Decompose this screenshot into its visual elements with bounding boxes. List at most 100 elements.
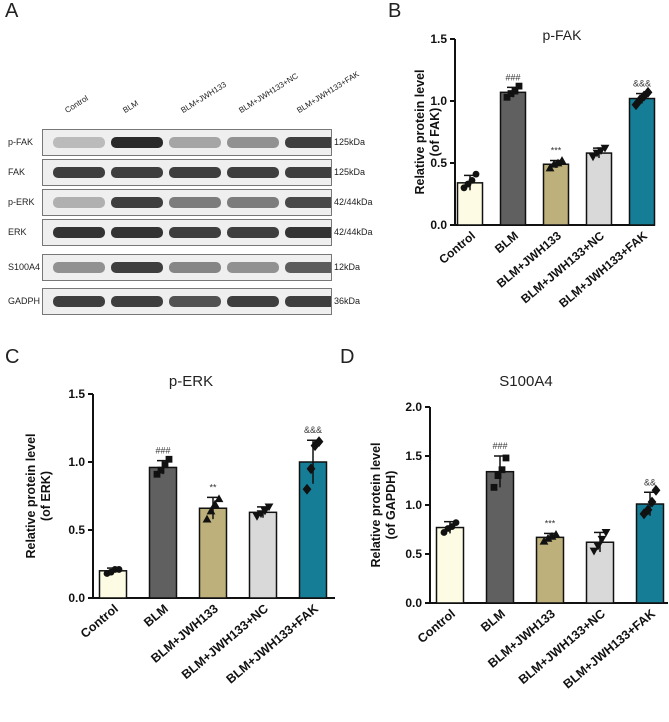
blot-band bbox=[111, 167, 163, 178]
blot-size-label: 36kDa bbox=[334, 296, 361, 306]
blot-band bbox=[169, 137, 221, 148]
y-tick-label: 2.0 bbox=[405, 400, 422, 414]
x-tick-label: Control bbox=[415, 607, 458, 646]
data-point bbox=[314, 436, 324, 447]
x-tick-label: Control bbox=[78, 602, 121, 641]
data-point bbox=[643, 86, 653, 98]
bar bbox=[628, 97, 656, 226]
data-point bbox=[452, 519, 460, 527]
blot-row: p-ERK 42/44kDa bbox=[8, 189, 373, 216]
data-point bbox=[543, 533, 553, 542]
panel-letter-c: C bbox=[5, 346, 20, 368]
blot-band bbox=[169, 296, 221, 307]
significance-label: ### bbox=[505, 72, 520, 82]
y-tick-label: 0.0 bbox=[405, 596, 422, 610]
data-point bbox=[635, 94, 645, 106]
chart-p-erk: p-ERK 0.0 0.5 1.0 1.5 Relative protein level(… bbox=[24, 373, 335, 686]
blot-row: p-FAK 125kDa bbox=[8, 129, 365, 156]
significance-label: *** bbox=[545, 518, 556, 528]
y-tick-label: 0.0 bbox=[68, 591, 85, 605]
data-point bbox=[651, 484, 661, 496]
y-tick-label: 1.5 bbox=[430, 32, 447, 46]
blot-band bbox=[53, 296, 105, 307]
blot-row-label: FAK bbox=[8, 167, 26, 177]
blot-band bbox=[227, 296, 279, 307]
significance-label: &&& bbox=[633, 79, 651, 89]
significance-label: ### bbox=[155, 446, 170, 456]
blot-row: ERK 42/44kDa bbox=[8, 219, 373, 246]
blot-row-label: p-FAK bbox=[8, 137, 34, 147]
blot-strip bbox=[42, 254, 332, 281]
chart-title: S100A4 bbox=[499, 373, 552, 390]
blot-band bbox=[169, 227, 221, 238]
blot-row-label: p-ERK bbox=[8, 197, 35, 207]
data-point bbox=[264, 503, 274, 512]
significance-label: *** bbox=[551, 146, 562, 156]
blot-lane-label: BLM+JWH133+NC bbox=[237, 71, 300, 115]
x-tick-label: BLM bbox=[492, 229, 521, 256]
x-tick-label: BLM bbox=[141, 602, 171, 630]
bar bbox=[535, 536, 565, 604]
data-point bbox=[310, 440, 320, 452]
data-point bbox=[210, 499, 220, 508]
x-tick-label: Control bbox=[436, 229, 478, 267]
blot-lane-label: BLM bbox=[121, 98, 140, 115]
blot-size-label: 42/44kDa bbox=[334, 197, 373, 207]
y-tick-label: 1.0 bbox=[430, 94, 447, 108]
blot-band bbox=[169, 197, 221, 208]
data-point bbox=[539, 536, 549, 545]
y-axis-label: Relative protein level bbox=[369, 442, 383, 567]
blot-band bbox=[227, 167, 279, 178]
chart-s100a4: S100A4 0.0 0.5 1.0 1.5 2.0 Relative protein le… bbox=[369, 373, 668, 692]
bar bbox=[499, 91, 527, 226]
data-point bbox=[597, 535, 607, 544]
data-point bbox=[260, 507, 270, 516]
y-axis-label: Relative protein level bbox=[24, 433, 38, 558]
blot-row-label: S100A4 bbox=[8, 262, 41, 272]
data-point bbox=[306, 463, 316, 475]
bar bbox=[248, 511, 278, 599]
panel-letter-a: A bbox=[5, 0, 19, 22]
data-point bbox=[547, 531, 557, 540]
blot-band bbox=[285, 167, 331, 178]
significance-label: ### bbox=[492, 441, 507, 451]
x-tick-label: BLM bbox=[478, 607, 508, 635]
chart-title: p-FAK bbox=[543, 27, 583, 43]
y-axis-label: (of ERK) bbox=[39, 471, 53, 521]
blot-band bbox=[111, 197, 163, 208]
blot-band bbox=[111, 137, 163, 148]
blot-strip bbox=[42, 129, 332, 156]
blot-band bbox=[53, 137, 105, 148]
y-tick-label: 1.5 bbox=[405, 449, 422, 463]
data-point bbox=[468, 176, 476, 184]
western-blot-panel: Control BLM BLM+JWH133 BLM+JWH133+NC BLM+JWH… bbox=[0, 0, 400, 330]
data-point bbox=[202, 514, 212, 523]
data-point bbox=[557, 156, 567, 164]
blot-band bbox=[111, 262, 163, 273]
data-point bbox=[503, 93, 511, 101]
blot-band bbox=[285, 197, 331, 208]
bar bbox=[198, 507, 228, 599]
blot-band bbox=[285, 227, 331, 238]
blot-band bbox=[285, 296, 331, 307]
data-point bbox=[157, 466, 165, 474]
data-point bbox=[515, 82, 523, 90]
blot-strip bbox=[42, 219, 332, 246]
blot-size-label: 125kDa bbox=[334, 167, 366, 177]
data-point bbox=[588, 153, 598, 162]
x-tick-label: BLM+JWH133+NC bbox=[179, 602, 271, 682]
data-point bbox=[115, 566, 123, 573]
blot-row-label: ERK bbox=[8, 227, 27, 237]
chart-title: p-ERK bbox=[169, 373, 213, 390]
blot-band bbox=[227, 262, 279, 273]
blot-band bbox=[111, 227, 163, 238]
blot-lane-label: BLM+JWH133 bbox=[179, 79, 228, 115]
bar bbox=[542, 163, 570, 226]
blot-band bbox=[53, 197, 105, 208]
data-point bbox=[593, 542, 603, 551]
blot-band bbox=[227, 137, 279, 148]
y-axis-label: (of GAPDH) bbox=[384, 471, 398, 540]
blot-row: FAK 125kDa bbox=[8, 159, 365, 186]
x-tick-label: BLM+JWH133+FAK bbox=[561, 607, 658, 692]
data-point bbox=[161, 461, 169, 469]
